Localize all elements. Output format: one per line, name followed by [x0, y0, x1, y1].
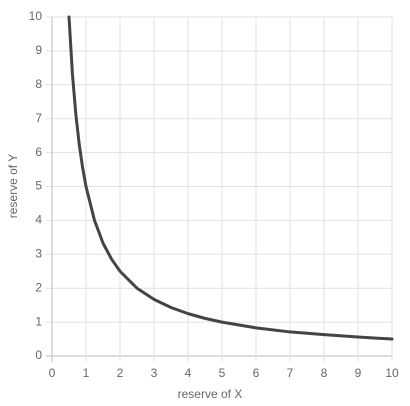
- x-tick-label: 9: [355, 366, 362, 380]
- y-tick-label: 1: [35, 314, 42, 328]
- y-axis-label: reserve of Y: [6, 154, 20, 218]
- x-tick-label: 6: [253, 366, 260, 380]
- y-tick-label: 3: [35, 246, 42, 260]
- x-axis-label: reserve of X: [178, 387, 243, 401]
- x-tick-label: 10: [385, 366, 399, 380]
- y-tick-label: 6: [35, 145, 42, 159]
- x-tick-label: 3: [151, 366, 158, 380]
- x-tick-label: 0: [49, 366, 56, 380]
- y-tick-label: 7: [35, 111, 42, 125]
- y-tick-label: 10: [29, 9, 43, 23]
- x-tick-label: 4: [185, 366, 192, 380]
- x-tick-label: 1: [83, 366, 90, 380]
- line: [67, 15, 394, 341]
- y-tick-label: 2: [35, 280, 42, 294]
- y-tick-label: 8: [35, 77, 42, 91]
- x-tick-label: 2: [117, 366, 124, 380]
- y-tick-label: 0: [35, 348, 42, 362]
- x-tick-label: 7: [287, 366, 294, 380]
- x-tick-label: 5: [219, 366, 226, 380]
- y-tick-label: 4: [35, 213, 42, 227]
- y-tick-label: 5: [35, 179, 42, 193]
- x-tick-label: 8: [321, 366, 328, 380]
- y-tick-label: 9: [35, 43, 42, 57]
